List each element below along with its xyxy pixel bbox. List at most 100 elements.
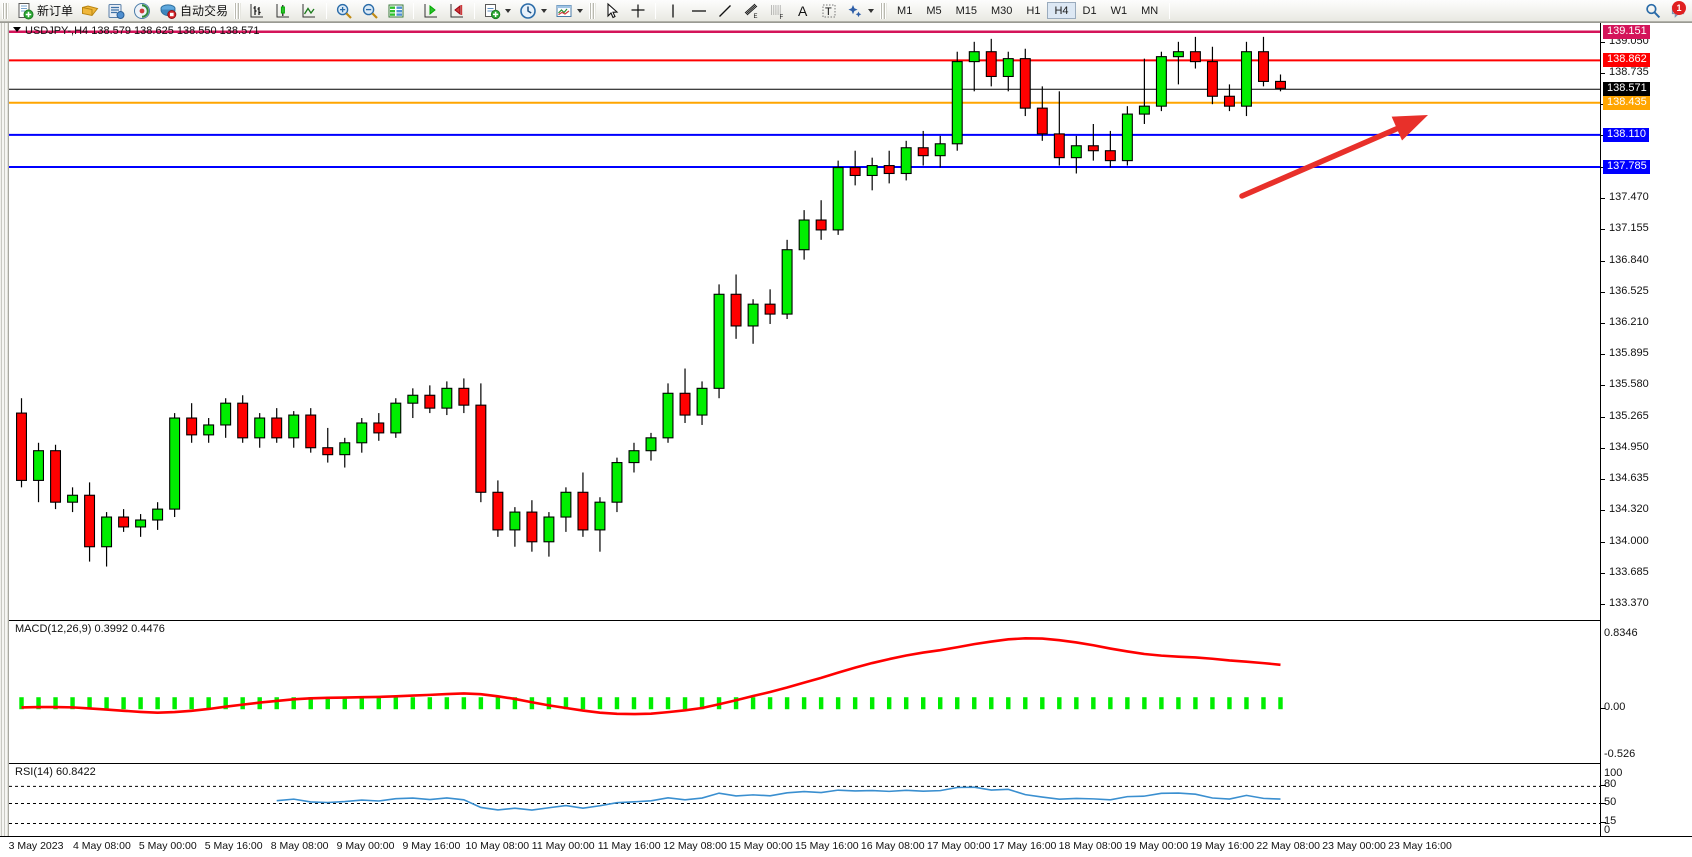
candle	[186, 417, 198, 436]
period-button[interactable]	[515, 1, 551, 21]
shapes-button[interactable]	[842, 1, 878, 21]
timeframe-m30[interactable]: M30	[991, 5, 1013, 17]
candle	[390, 402, 402, 434]
toolbar-grip-2[interactable]	[234, 2, 242, 19]
toolbar-grip[interactable]	[2, 2, 9, 19]
toolbar-grip-4[interactable]	[880, 2, 888, 19]
price-tag-138-435[interactable]: 138.435	[1603, 95, 1650, 110]
timeframe-m1[interactable]: M1	[897, 5, 913, 17]
timeframe-w1[interactable]: W1	[1110, 5, 1128, 17]
time-axis-label: 15 May 16:00	[795, 840, 859, 852]
crosshair-button[interactable]	[625, 1, 651, 21]
timeframe-m15[interactable]: M15	[955, 5, 977, 17]
price-pane[interactable]: USDJPY-,H4 138.579 138.625 138.550 138.5…	[9, 23, 1600, 620]
candle	[764, 303, 776, 315]
candle	[1172, 51, 1184, 58]
macd-tick-mark	[1601, 708, 1605, 710]
price-tick-mark	[1601, 260, 1605, 262]
candle	[254, 417, 266, 439]
rsi-pane[interactable]: RSI(14) 60.8422	[9, 763, 1600, 836]
chart-canvas-area[interactable]: USDJPY-,H4 138.579 138.625 138.550 138.5…	[0, 22, 1692, 857]
vertical-line-button[interactable]	[660, 1, 686, 21]
price-tick-label: 136.210	[1609, 315, 1649, 328]
price-tick-mark	[1601, 604, 1605, 606]
price-tag-138-571[interactable]: 138.571	[1603, 82, 1650, 97]
indicators-button[interactable]	[479, 1, 515, 21]
chevron-down-icon-2[interactable]	[541, 8, 548, 13]
cursor-button[interactable]	[599, 1, 625, 21]
bar-chart-button[interactable]	[244, 1, 270, 21]
price-axis[interactable]: 139.050138.735138.420138.105137.790137.4…	[1600, 23, 1692, 836]
price-tag-138-110[interactable]: 138.110	[1603, 127, 1649, 142]
horizontal-line-button[interactable]	[686, 1, 712, 21]
candle	[1036, 107, 1048, 135]
market-watch-button[interactable]	[103, 1, 129, 21]
macd-pane[interactable]: MACD(12,26,9) 0.3992 0.4476	[9, 620, 1600, 763]
time-axis[interactable]: 3 May 2023 4 May 08:00 5 May 00:00 5 May 16…	[0, 836, 1692, 857]
candle	[407, 394, 419, 404]
candle	[730, 293, 742, 327]
new-order-button[interactable]: 新订单	[12, 1, 77, 21]
price-tick-mark	[1601, 72, 1605, 74]
chevron-down-icon-4[interactable]	[868, 8, 875, 13]
data-window-icon	[388, 4, 404, 17]
price-tick-label: 134.635	[1609, 471, 1649, 484]
toolbar-grip-3[interactable]	[589, 2, 597, 19]
notifications-button[interactable]: 1	[1666, 0, 1686, 20]
line-chart-button[interactable]	[296, 1, 322, 21]
templates-button[interactable]	[551, 1, 587, 21]
timeframe-mn[interactable]: MN	[1141, 5, 1159, 17]
auto-trading-button[interactable]: 自动交易	[155, 1, 232, 21]
rsi-scale-label: 100	[1604, 767, 1623, 779]
zoom-out-icon	[362, 3, 378, 19]
price-tick-mark	[1601, 447, 1605, 449]
shift-start-button[interactable]	[418, 1, 444, 21]
symbol-collapse-icon[interactable]	[13, 27, 21, 32]
vertical-scrollbar[interactable]	[0, 23, 9, 836]
candle	[1257, 51, 1269, 82]
timeframe-h1[interactable]: H1	[1026, 5, 1041, 17]
timeframe-h4[interactable]: H4	[1047, 2, 1076, 19]
market-watch-icon	[108, 3, 125, 19]
auto-trading-label: 自动交易	[180, 3, 229, 18]
price-tag-138-862[interactable]: 138.862	[1603, 53, 1650, 68]
timeframe-m5[interactable]: M5	[926, 5, 942, 17]
chevron-down-icon[interactable]	[505, 8, 512, 13]
trend-line-button[interactable]	[712, 1, 738, 21]
zoom-in-icon	[336, 3, 352, 19]
rsi-tick-mark	[1601, 785, 1606, 787]
candlestick-chart-button[interactable]	[270, 1, 296, 21]
time-axis-label: 17 May 00:00	[926, 840, 991, 852]
trend-line-icon	[719, 4, 731, 17]
search-button[interactable]	[1640, 1, 1666, 21]
zoom-out-button[interactable]	[357, 1, 383, 21]
candle	[305, 414, 317, 449]
shift-end-button[interactable]	[444, 1, 470, 21]
time-axis-label: 23 May 16:00	[1388, 840, 1452, 852]
text-button[interactable]: A	[790, 1, 816, 21]
data-window-button[interactable]	[383, 1, 409, 21]
equidistant-channel-button[interactable]: E	[738, 1, 764, 21]
profiles-button[interactable]	[77, 1, 103, 21]
price-tag-139-151[interactable]: 139.151	[1603, 24, 1650, 39]
candle	[560, 491, 572, 518]
scrollbar-thumb[interactable]	[1, 23, 7, 836]
fibonacci-button[interactable]: F	[764, 1, 790, 21]
navigator-button[interactable]	[129, 1, 155, 21]
zoom-in-button[interactable]	[331, 1, 357, 21]
candle	[900, 147, 912, 175]
candle	[1087, 145, 1099, 152]
timeframe-d1[interactable]: D1	[1082, 5, 1097, 17]
crosshair-icon	[631, 4, 645, 17]
time-axis-label: 12 May 08:00	[663, 840, 727, 852]
price-tick-label: 137.470	[1609, 191, 1649, 204]
price-tag-137-785[interactable]: 137.785	[1603, 160, 1650, 175]
candle	[1138, 105, 1150, 115]
candle	[1223, 95, 1235, 107]
chevron-down-icon-3[interactable]	[577, 8, 584, 13]
candle	[611, 462, 623, 503]
rsi-scale-label: 15	[1604, 815, 1617, 828]
text-label-button[interactable]: T	[816, 1, 842, 21]
candle	[798, 219, 810, 251]
candle	[1155, 56, 1167, 107]
